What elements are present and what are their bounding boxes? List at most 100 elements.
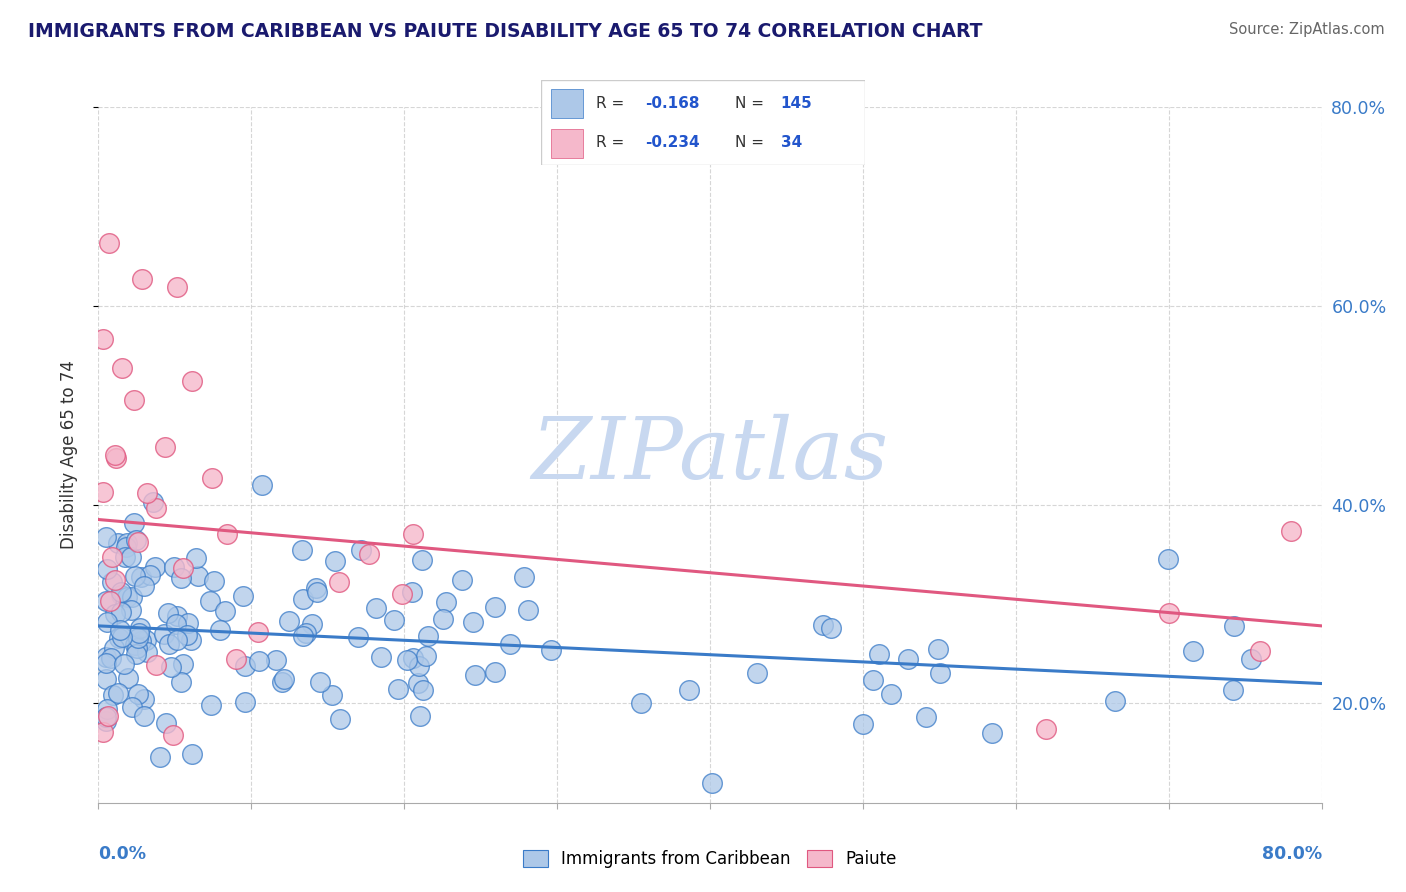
Point bbox=[145, 657, 167, 672]
Point bbox=[862, 673, 884, 687]
Point bbox=[94, 714, 117, 728]
Point bbox=[927, 641, 949, 656]
Point bbox=[166, 633, 188, 648]
Point bbox=[97, 708, 120, 723]
Point bbox=[96, 702, 118, 716]
Y-axis label: Disability Age 65 to 74: Disability Age 65 to 74 bbox=[59, 360, 77, 549]
Point bbox=[121, 590, 143, 604]
Point bbox=[155, 716, 177, 731]
Point bbox=[160, 660, 183, 674]
Point bbox=[91, 484, 114, 499]
Point bbox=[366, 601, 388, 615]
Text: N =: N = bbox=[735, 95, 769, 111]
Text: R =: R = bbox=[596, 135, 630, 150]
Point bbox=[187, 569, 209, 583]
Point bbox=[127, 631, 149, 645]
Point bbox=[321, 688, 343, 702]
Point bbox=[170, 571, 193, 585]
Point bbox=[880, 687, 903, 701]
Point bbox=[214, 604, 236, 618]
Point bbox=[180, 633, 202, 648]
Point bbox=[811, 618, 834, 632]
Point bbox=[329, 712, 352, 726]
Point bbox=[125, 533, 148, 547]
Point bbox=[396, 653, 419, 667]
Point bbox=[143, 559, 166, 574]
Point bbox=[700, 776, 723, 790]
Point bbox=[246, 625, 269, 640]
Point bbox=[540, 643, 562, 657]
Point bbox=[202, 574, 225, 588]
Point bbox=[165, 617, 187, 632]
Point bbox=[149, 749, 172, 764]
Point bbox=[200, 698, 222, 713]
Point bbox=[94, 710, 117, 724]
Point bbox=[292, 629, 315, 643]
Point bbox=[132, 708, 155, 723]
Point bbox=[135, 632, 157, 647]
FancyBboxPatch shape bbox=[541, 80, 865, 165]
Point bbox=[101, 549, 124, 564]
Point bbox=[91, 724, 114, 739]
Point bbox=[136, 486, 159, 500]
Point bbox=[121, 700, 143, 714]
Point bbox=[104, 448, 127, 462]
Point bbox=[868, 647, 890, 661]
Point bbox=[120, 549, 142, 564]
Point bbox=[294, 625, 316, 640]
Point bbox=[104, 607, 127, 621]
Point bbox=[180, 747, 202, 762]
Point bbox=[323, 554, 346, 568]
Point bbox=[127, 687, 149, 701]
Point bbox=[1104, 694, 1126, 708]
Text: ZIPatlas: ZIPatlas bbox=[531, 414, 889, 496]
Point bbox=[981, 726, 1004, 740]
Point bbox=[120, 603, 142, 617]
Point bbox=[208, 623, 231, 637]
Point bbox=[305, 585, 328, 599]
Point bbox=[104, 573, 127, 587]
Point bbox=[132, 580, 155, 594]
Point bbox=[172, 657, 194, 672]
Point bbox=[820, 621, 842, 635]
Point bbox=[451, 573, 474, 587]
Point bbox=[225, 651, 247, 665]
Point bbox=[745, 665, 768, 680]
Point bbox=[273, 673, 295, 687]
Point bbox=[301, 616, 323, 631]
Point bbox=[1249, 643, 1271, 657]
Point bbox=[153, 440, 176, 454]
Text: Source: ZipAtlas.com: Source: ZipAtlas.com bbox=[1229, 22, 1385, 37]
Point bbox=[105, 450, 128, 465]
Text: 34: 34 bbox=[780, 135, 801, 150]
Point bbox=[630, 696, 652, 710]
Point bbox=[166, 609, 188, 624]
Point bbox=[124, 568, 146, 582]
Point bbox=[201, 471, 224, 485]
Point bbox=[232, 589, 254, 603]
Point bbox=[103, 641, 125, 656]
Point bbox=[136, 645, 159, 659]
Point bbox=[357, 547, 380, 561]
Point bbox=[408, 659, 430, 673]
Text: 80.0%: 80.0% bbox=[1261, 845, 1322, 863]
Point bbox=[176, 628, 198, 642]
Point bbox=[107, 686, 129, 700]
Point bbox=[94, 530, 117, 544]
Point bbox=[184, 550, 207, 565]
Point bbox=[464, 668, 486, 682]
Point bbox=[484, 600, 506, 615]
Point bbox=[461, 615, 484, 630]
Point bbox=[249, 653, 271, 667]
Point bbox=[513, 570, 536, 584]
Point bbox=[309, 674, 332, 689]
Point bbox=[270, 675, 292, 690]
Point bbox=[1035, 722, 1057, 736]
Point bbox=[402, 526, 425, 541]
Point bbox=[1157, 606, 1180, 620]
Point bbox=[499, 637, 522, 651]
Text: 145: 145 bbox=[780, 95, 813, 111]
Point bbox=[305, 581, 328, 595]
Point bbox=[180, 374, 202, 388]
Point bbox=[125, 648, 148, 662]
